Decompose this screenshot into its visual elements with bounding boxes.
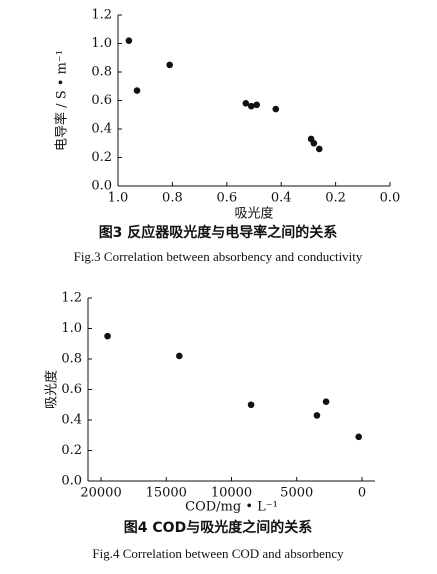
point xyxy=(104,332,111,340)
x-tick-label: 10000 xyxy=(211,486,252,501)
y-tick-label: 0.8 xyxy=(91,65,112,80)
y-tick-label: 1.0 xyxy=(91,36,112,51)
point xyxy=(125,37,133,44)
x-tick-label: 0.6 xyxy=(216,191,237,206)
y-axis-label: 吸光度 xyxy=(44,370,60,409)
x-tick-label: 0.4 xyxy=(271,191,292,206)
x-tick-label: 20000 xyxy=(80,486,121,501)
point xyxy=(242,100,250,107)
point xyxy=(272,105,280,113)
point xyxy=(133,87,141,94)
y-tick-label: 0.2 xyxy=(91,150,112,165)
x-axis-label: COD/mg • L⁻¹ xyxy=(185,500,278,515)
y-tick-label: 0.4 xyxy=(91,122,112,137)
point xyxy=(176,352,183,360)
x-tick-label: 0.2 xyxy=(325,191,346,206)
point xyxy=(247,102,255,110)
point xyxy=(313,412,321,419)
point xyxy=(166,61,173,69)
x-tick-label: 0.8 xyxy=(162,191,183,206)
y-tick-label: 0.6 xyxy=(61,382,82,397)
x-tick-label: 0.0 xyxy=(380,191,401,206)
x-tick-label: 0 xyxy=(358,486,366,501)
caption-en: Fig.3 Correlation between absorbency and… xyxy=(74,249,363,264)
point xyxy=(355,433,362,441)
y-tick-label: 0.0 xyxy=(91,179,112,194)
y-tick-label: 0.2 xyxy=(61,443,82,458)
y-axis-label: 电导率 / S • m⁻¹ xyxy=(54,50,70,151)
y-tick-label: 0.8 xyxy=(61,352,82,367)
point xyxy=(315,145,323,153)
x-tick-label: 15000 xyxy=(146,486,187,501)
point xyxy=(253,101,261,109)
caption: 图3 反应器吸光度与电导率之间的关系 xyxy=(99,224,338,241)
point xyxy=(310,139,318,147)
y-tick-label: 1.2 xyxy=(61,291,82,306)
point xyxy=(322,398,330,406)
y-tick-label: 0.0 xyxy=(61,474,82,489)
x-tick-label: 1.0 xyxy=(108,191,129,206)
point xyxy=(247,401,255,409)
y-tick-label: 1.0 xyxy=(61,321,82,336)
y-tick-label: 1.2 xyxy=(91,8,112,23)
x-tick-label: 5000 xyxy=(280,486,313,501)
x-axis-label: 吸光度 xyxy=(234,206,273,222)
caption-en: Fig.4 Correlation between COD and absorb… xyxy=(92,546,344,561)
caption: 图4 COD与吸光度之间的关系 xyxy=(124,519,312,536)
y-tick-label: 0.4 xyxy=(61,413,82,428)
y-tick-label: 0.6 xyxy=(91,93,112,108)
